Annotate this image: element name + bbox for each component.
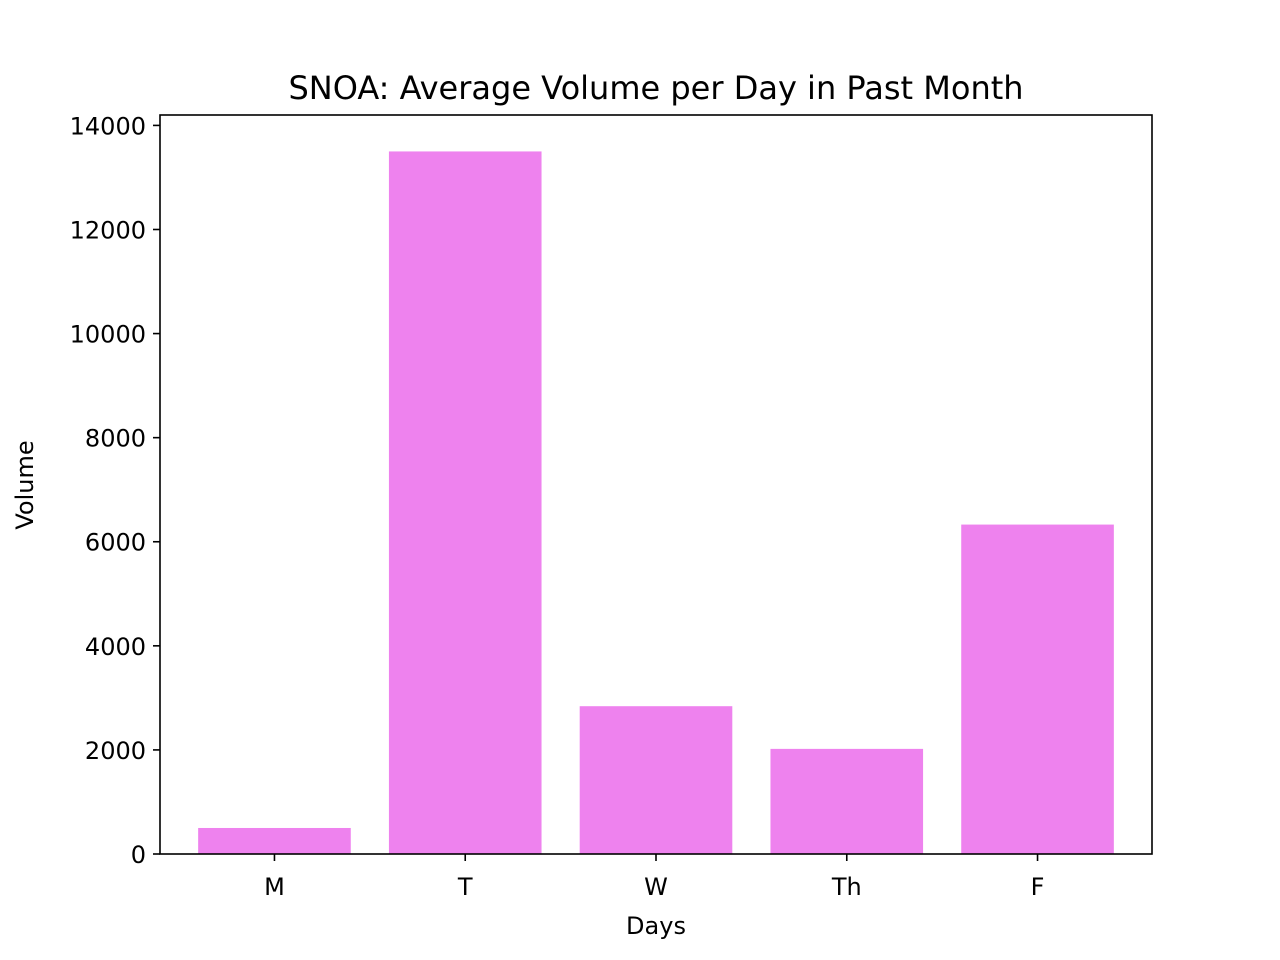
y-tick-label: 0 [131, 841, 146, 869]
x-tick-label: T [457, 873, 473, 901]
x-tick-label: M [264, 873, 285, 901]
bar-t [388, 151, 542, 855]
x-tick-label: W [644, 873, 668, 901]
y-tick-label: 12000 [70, 216, 146, 244]
bar-th [770, 748, 924, 854]
x-axis-label: Days [626, 912, 686, 940]
y-axis-label: Volume [11, 440, 39, 529]
y-tick-label: 10000 [70, 321, 146, 349]
bar-m [198, 827, 351, 854]
bar-w [579, 706, 733, 854]
x-tick-label: F [1031, 873, 1045, 901]
y-tick-label: 6000 [85, 529, 146, 557]
y-tick-label: 8000 [85, 425, 146, 453]
x-axis: M T W Th F [264, 854, 1044, 901]
x-tick-label: Th [831, 873, 862, 901]
y-tick-label: 14000 [70, 112, 146, 140]
y-axis: 0 2000 4000 6000 8000 10000 12000 14000 [70, 112, 160, 869]
bars [198, 151, 1114, 855]
y-tick-label: 2000 [85, 737, 146, 765]
bar-f [961, 524, 1114, 854]
chart-title: SNOA: Average Volume per Day in Past Mon… [288, 69, 1023, 107]
y-tick-label: 4000 [85, 633, 146, 661]
